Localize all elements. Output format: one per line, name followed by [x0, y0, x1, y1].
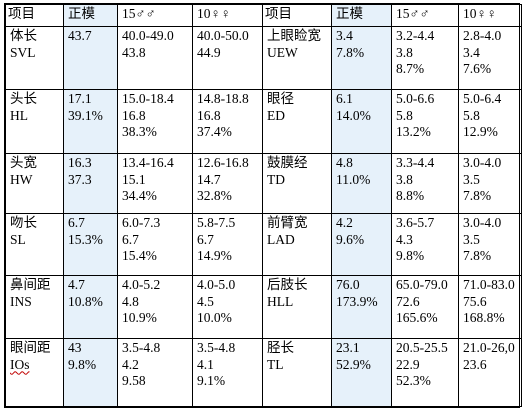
measurement-name: 眼径 ED	[262, 89, 332, 154]
female-values: 5.8-7.5 6.7 14.9%	[192, 213, 263, 276]
male-values: 13.4-16.4 15.1 34.4%	[117, 153, 193, 214]
table-row: 眼间距 IOs 43 9.8% 3.5-4.8 4.2 9.58 3.5-4.8 4.1 9…	[5, 338, 522, 407]
measurement-name: 头长 HL	[5, 89, 64, 154]
male-values: 65.0-79.0 72.6 165.6%	[391, 275, 459, 339]
measurement-name: 体长 SVL	[5, 26, 64, 90]
female-values: 71.0-83.0 75.6 168.8%	[458, 275, 522, 339]
male-values: 3.5-4.8 4.2 9.58	[117, 338, 193, 407]
holotype-value: 16.3 37.3	[63, 153, 118, 214]
header-item: 项目	[262, 4, 332, 27]
female-values: 2.8-4.0 3.4 7.6%	[458, 26, 522, 90]
measurement-table: 项目 正模 15♂♂ 10♀♀ 项目 正模 15♂♂ 10♀♀ 体长 SVL 43…	[5, 4, 522, 407]
female-values: 5.0-6.4 5.8 12.9%	[458, 89, 522, 154]
header-males: 15♂♂	[117, 4, 193, 27]
male-values: 3.3-4.4 3.8 8.8%	[391, 153, 459, 214]
header-males: 15♂♂	[391, 4, 459, 27]
holotype-value: 43 9.8%	[63, 338, 118, 407]
header-item: 项目	[5, 4, 64, 27]
measurement-name: 头宽 HW	[5, 153, 64, 214]
male-values: 20.5-25.5 22.9 52.3%	[391, 338, 459, 407]
holotype-value: 6.7 15.3%	[63, 213, 118, 276]
measurement-table-frame: 项目 正模 15♂♂ 10♀♀ 项目 正模 15♂♂ 10♀♀ 体长 SVL 43…	[4, 3, 522, 408]
female-values: 3.5-4.8 4.1 9.1%	[192, 338, 263, 407]
male-values: 5.0-6.6 5.8 13.2%	[391, 89, 459, 154]
female-values: 4.0-5.0 4.5 10.0%	[192, 275, 263, 339]
spellcheck-underline: IOs	[10, 356, 30, 372]
measurement-name: 前臂宽 LAD	[262, 213, 332, 276]
table-row: 吻长 SL 6.7 15.3% 6.0-7.3 6.7 15.4% 5.8-7.5 6.7…	[5, 213, 522, 276]
measurement-name: 鼻间距 INS	[5, 275, 64, 339]
header-females: 10♀♀	[458, 4, 522, 27]
female-values: 3.0-4.0 3.5 7.8%	[458, 153, 522, 214]
header-females: 10♀♀	[192, 4, 263, 27]
female-values: 12.6-16.8 14.7 32.8%	[192, 153, 263, 214]
header-row: 项目 正模 15♂♂ 10♀♀ 项目 正模 15♂♂ 10♀♀	[5, 4, 522, 27]
female-values: 21.0-26,0 23.6	[458, 338, 522, 407]
table-row: 体长 SVL 43.7 40.0-49.0 43.8 40.0-50.0 44.9 上…	[5, 26, 522, 90]
holotype-value: 23.1 52.9%	[331, 338, 392, 407]
header-holotype: 正模	[331, 4, 392, 27]
female-values: 40.0-50.0 44.9	[192, 26, 263, 90]
header-holotype: 正模	[63, 4, 118, 27]
male-values: 15.0-18.4 16.8 38.3%	[117, 89, 193, 154]
female-values: 3.0-4.0 3.5 7.8%	[458, 213, 522, 276]
holotype-value: 76.0 173.9%	[331, 275, 392, 339]
holotype-value: 3.4 7.8%	[331, 26, 392, 90]
male-values: 40.0-49.0 43.8	[117, 26, 193, 90]
measurement-name: 鼓膜经 TD	[262, 153, 332, 214]
male-values: 4.0-5.2 4.8 10.9%	[117, 275, 193, 339]
table-row: 鼻间距 INS 4.7 10.8% 4.0-5.2 4.8 10.9% 4.0-5.0 4…	[5, 275, 522, 339]
holotype-value: 4.7 10.8%	[63, 275, 118, 339]
holotype-value: 43.7	[63, 26, 118, 90]
measurement-name: 上眼睑宽 UEW	[262, 26, 332, 90]
holotype-value: 4.8 11.0%	[331, 153, 392, 214]
male-values: 3.6-5.7 4.3 9.8%	[391, 213, 459, 276]
holotype-value: 17.1 39.1%	[63, 89, 118, 154]
measurement-name: 胫长 TL	[262, 338, 332, 407]
measurement-name: 后肢长 HLL	[262, 275, 332, 339]
table-row: 头长 HL 17.1 39.1% 15.0-18.4 16.8 38.3% 14.8-1…	[5, 89, 522, 154]
measurement-name: 眼间距 IOs	[5, 338, 64, 407]
measurement-name: 吻长 SL	[5, 213, 64, 276]
table-row: 头宽 HW 16.3 37.3 13.4-16.4 15.1 34.4% 12.6-16…	[5, 153, 522, 214]
holotype-value: 4.2 9.6%	[331, 213, 392, 276]
female-values: 14.8-18.8 16.8 37.4%	[192, 89, 263, 154]
holotype-value: 6.1 14.0%	[331, 89, 392, 154]
male-values: 3.2-4.4 3.8 8.7%	[391, 26, 459, 90]
male-values: 6.0-7.3 6.7 15.4%	[117, 213, 193, 276]
